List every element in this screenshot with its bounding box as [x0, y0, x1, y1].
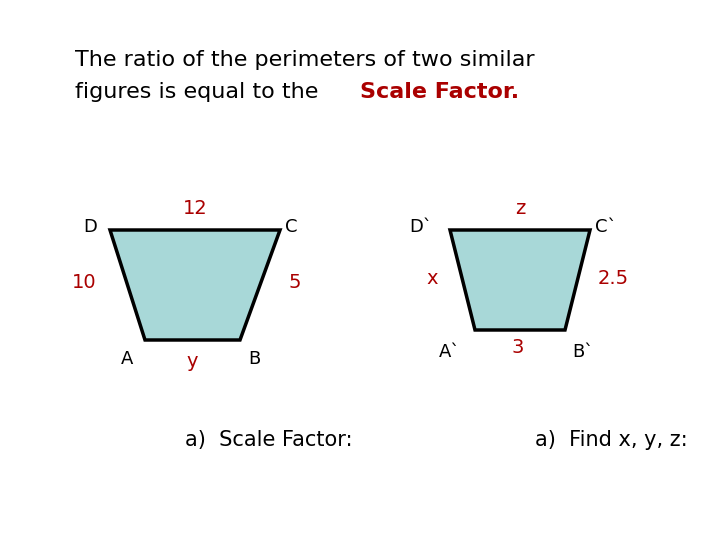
Text: D: D: [83, 218, 97, 236]
Text: x: x: [426, 268, 438, 287]
Polygon shape: [450, 230, 590, 330]
Text: C`: C`: [595, 218, 616, 236]
Polygon shape: [110, 230, 280, 340]
Text: z: z: [515, 199, 525, 218]
Text: A: A: [121, 350, 133, 368]
Text: Scale Factor.: Scale Factor.: [360, 82, 519, 102]
Text: B: B: [248, 350, 260, 368]
Text: a)  Find x, y, z:: a) Find x, y, z:: [535, 430, 688, 450]
Text: A`: A`: [438, 343, 460, 361]
Text: D`: D`: [409, 218, 432, 236]
Text: 2.5: 2.5: [598, 268, 629, 287]
Text: 5: 5: [288, 273, 300, 292]
Text: 3: 3: [512, 338, 524, 357]
Text: 10: 10: [73, 273, 97, 292]
Text: a)  Scale Factor:: a) Scale Factor:: [185, 430, 353, 450]
Text: C: C: [285, 218, 297, 236]
Text: 12: 12: [183, 199, 207, 218]
Text: The ratio of the perimeters of two similar: The ratio of the perimeters of two simil…: [75, 50, 535, 70]
Text: y: y: [186, 352, 198, 371]
Text: figures is equal to the: figures is equal to the: [75, 82, 325, 102]
Text: B`: B`: [572, 343, 593, 361]
